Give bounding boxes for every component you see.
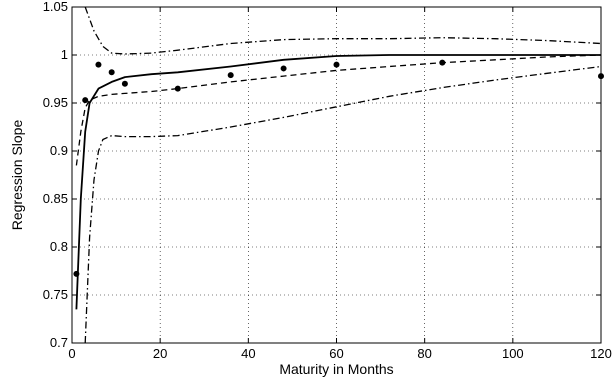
x-tick-label: 80 [417, 346, 431, 361]
y-tick-label: 0.75 [43, 287, 68, 302]
y-axis-label: Regression Slope [9, 120, 25, 231]
series-line-dashdot [84, 65, 602, 344]
y-tick-label: 0.7 [50, 335, 68, 350]
data-point [280, 65, 287, 72]
data-point [73, 270, 80, 277]
data-point [227, 72, 234, 79]
data-point [121, 80, 128, 87]
x-tick-label: 120 [590, 346, 612, 361]
x-tick-label: 100 [502, 346, 524, 361]
series-line-dashdot [84, 6, 602, 55]
x-tick-label: 0 [68, 346, 75, 361]
y-tick-label: 1.05 [43, 0, 68, 14]
x-tick-label: 60 [329, 346, 343, 361]
y-tick-label: 0.8 [50, 239, 68, 254]
data-point [95, 61, 102, 68]
series-line-dashed [75, 54, 602, 166]
series-layer [73, 6, 604, 344]
y-tick-label: 0.95 [43, 95, 68, 110]
y-tick-label: 0.85 [43, 191, 68, 206]
x-tick-label: 40 [241, 346, 255, 361]
data-point [333, 61, 340, 68]
data-point [108, 69, 115, 76]
series-line-solid [75, 54, 601, 310]
tick-layer: 0 20 40 60 80 100 120 0.7 0.75 0.8 0.85 0.9 0.95 1 1.0… [43, 0, 612, 361]
y-tick-label: 0.9 [50, 143, 68, 158]
x-tick-label: 20 [153, 346, 167, 361]
y-tick-label: 1 [61, 47, 68, 62]
x-axis-label: Maturity in Months [279, 361, 393, 377]
data-point [174, 85, 181, 92]
data-point [439, 59, 446, 66]
data-point [82, 97, 89, 104]
